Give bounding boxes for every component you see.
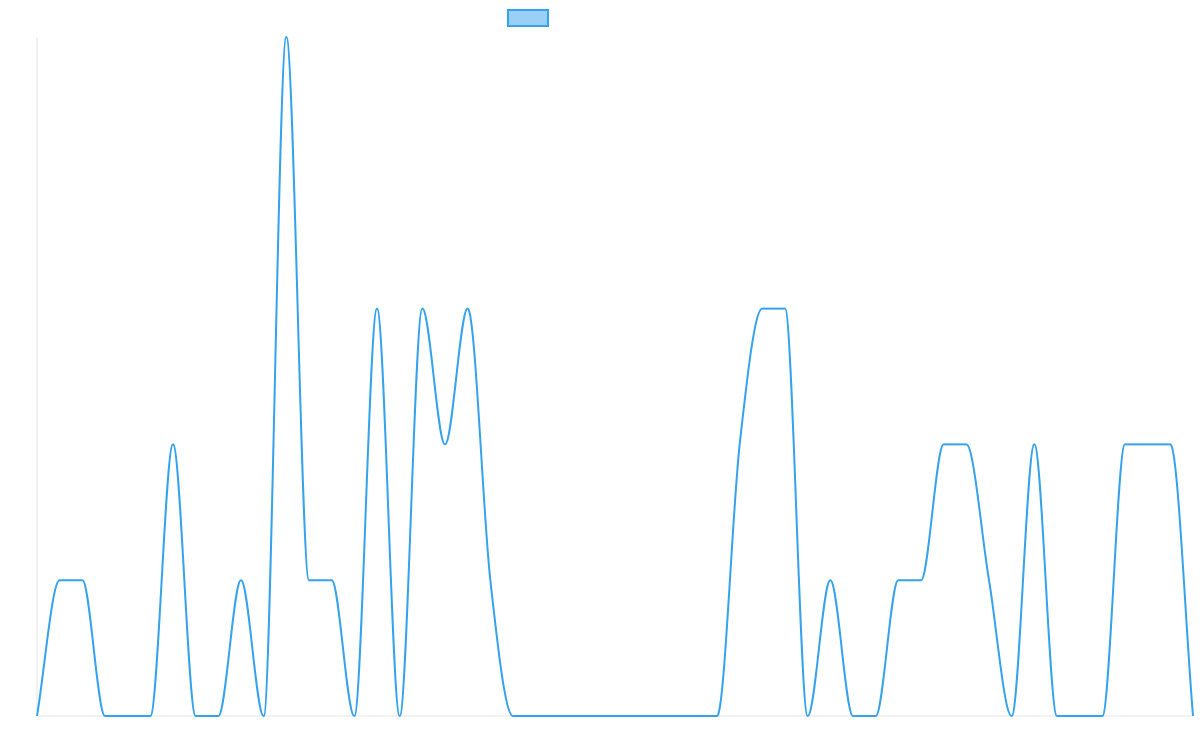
data-point-31[interactable] [737, 441, 743, 447]
data-point-14[interactable] [351, 713, 357, 719]
data-point-1[interactable] [57, 577, 63, 583]
legend-swatch[interactable] [507, 9, 549, 27]
data-point-28[interactable] [669, 713, 675, 719]
data-point-50[interactable] [1167, 441, 1173, 447]
data-point-49[interactable] [1145, 441, 1151, 447]
legend[interactable] [507, 9, 549, 27]
data-point-8[interactable] [215, 713, 221, 719]
data-point-25[interactable] [601, 713, 607, 719]
data-point-35[interactable] [827, 577, 833, 583]
data-point-11[interactable] [283, 34, 289, 40]
data-point-18[interactable] [442, 441, 448, 447]
data-point-5[interactable] [147, 713, 153, 719]
data-point-0[interactable] [34, 713, 40, 719]
data-point-37[interactable] [873, 713, 879, 719]
data-point-39[interactable] [918, 577, 924, 583]
data-point-34[interactable] [805, 713, 811, 719]
data-point-45[interactable] [1054, 713, 1060, 719]
data-point-21[interactable] [510, 713, 516, 719]
data-point-9[interactable] [238, 577, 244, 583]
data-point-23[interactable] [555, 713, 561, 719]
data-point-2[interactable] [79, 577, 85, 583]
data-point-17[interactable] [419, 306, 425, 312]
data-point-4[interactable] [125, 713, 131, 719]
data-point-22[interactable] [533, 713, 539, 719]
data-point-6[interactable] [170, 441, 176, 447]
data-point-48[interactable] [1122, 441, 1128, 447]
data-point-46[interactable] [1077, 713, 1083, 719]
data-point-36[interactable] [850, 713, 856, 719]
data-point-13[interactable] [329, 577, 335, 583]
data-point-3[interactable] [102, 713, 108, 719]
data-point-29[interactable] [691, 713, 697, 719]
data-point-7[interactable] [193, 713, 199, 719]
data-point-32[interactable] [759, 306, 765, 312]
data-point-19[interactable] [465, 306, 471, 312]
data-point-44[interactable] [1031, 441, 1037, 447]
data-point-43[interactable] [1009, 713, 1015, 719]
data-point-24[interactable] [578, 713, 584, 719]
data-point-20[interactable] [487, 577, 493, 583]
data-point-40[interactable] [941, 441, 947, 447]
data-point-26[interactable] [623, 713, 629, 719]
data-point-47[interactable] [1099, 713, 1105, 719]
data-point-33[interactable] [782, 306, 788, 312]
data-point-12[interactable] [306, 577, 312, 583]
data-point-16[interactable] [397, 713, 403, 719]
series-layer [34, 34, 1196, 719]
series-line-0 [36, 36, 1194, 717]
data-point-51[interactable] [1190, 713, 1196, 719]
data-point-27[interactable] [646, 713, 652, 719]
data-point-42[interactable] [986, 577, 992, 583]
data-point-41[interactable] [963, 441, 969, 447]
data-point-38[interactable] [895, 577, 901, 583]
data-point-10[interactable] [261, 713, 267, 719]
data-point-30[interactable] [714, 713, 720, 719]
data-point-15[interactable] [374, 306, 380, 312]
